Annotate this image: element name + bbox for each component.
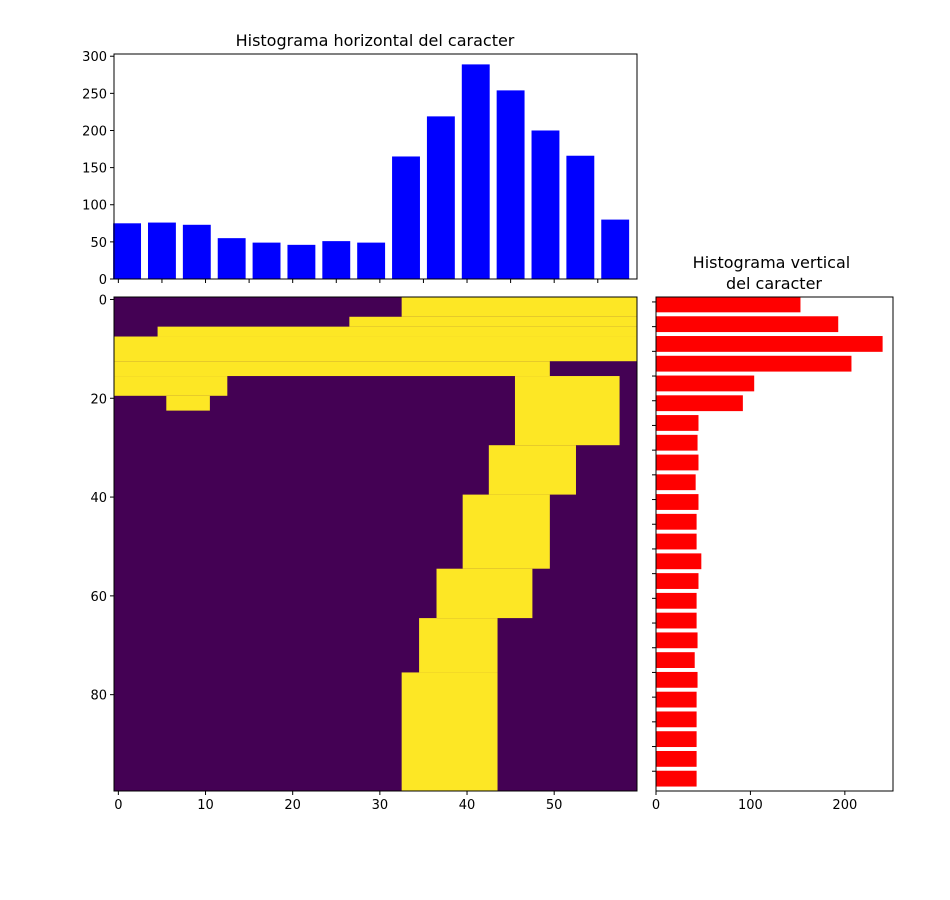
vertical-histogram-bar xyxy=(656,395,743,412)
horizontal-histogram-bar xyxy=(287,244,316,279)
vertical-histogram-frame xyxy=(655,296,894,792)
vertical-histogram-bar xyxy=(656,573,699,589)
character-stroke xyxy=(349,316,637,327)
vertical-histogram-bar xyxy=(656,434,698,451)
y-tick-label: 0 xyxy=(99,293,107,308)
vertical-histogram-bar xyxy=(656,494,699,510)
horizontal-histogram-bar xyxy=(113,223,142,279)
vertical-histogram-bar xyxy=(656,454,699,471)
x-tick-label: 30 xyxy=(372,798,389,813)
character-stroke xyxy=(488,445,576,495)
y-tick-label: 20 xyxy=(90,392,107,407)
vertical-histogram-bar xyxy=(656,375,755,392)
vertical-histogram: Histograma vertical del caracter 0 100 200 xyxy=(652,253,894,813)
horizontal-histogram-bar xyxy=(217,238,246,279)
vertical-histogram-bar xyxy=(656,671,698,688)
vertical-histogram-bar xyxy=(656,533,697,550)
horizontal-histogram-bar xyxy=(461,64,490,279)
vertical-histogram-bar xyxy=(656,592,697,609)
horizontal-histogram-bar xyxy=(426,116,455,279)
horizontal-histogram-frame xyxy=(113,53,638,280)
x-tick-label: 40 xyxy=(459,798,476,813)
vertical-histogram-bar xyxy=(656,513,697,530)
horizontal-histogram-bar xyxy=(322,241,351,279)
y-tick-label: 150 xyxy=(82,162,107,177)
y-tick-label: 300 xyxy=(82,50,107,65)
vertical-histogram-bar xyxy=(656,612,697,629)
vertical-histogram-bar xyxy=(656,296,801,313)
y-tick-label: 60 xyxy=(90,590,107,605)
horizontal-histogram-title: Histograma horizontal del caracter xyxy=(236,31,515,50)
horizontal-histogram-bar xyxy=(182,224,211,279)
vertical-histogram-bar xyxy=(656,415,699,431)
character-stroke xyxy=(166,395,210,411)
x-tick-label: 100 xyxy=(738,798,763,813)
x-tick-label: 10 xyxy=(197,798,214,813)
y-tick-label: 40 xyxy=(90,491,107,506)
y-tick-label: 0 xyxy=(99,273,107,288)
character-stroke xyxy=(114,361,550,377)
vertical-histogram-bar xyxy=(656,731,697,748)
x-tick-label: 20 xyxy=(284,798,301,813)
vertical-histogram-title: Histograma vertical del caracter xyxy=(693,253,856,293)
character-stroke xyxy=(436,568,533,619)
vertical-histogram-bar xyxy=(656,750,697,767)
character-stroke xyxy=(114,376,228,396)
x-tick-label: 200 xyxy=(832,798,857,813)
y-tick-label: 100 xyxy=(82,199,107,214)
character-stroke xyxy=(514,376,620,446)
image-frame xyxy=(113,296,638,792)
horizontal-histogram-bar xyxy=(601,219,630,279)
character-stroke xyxy=(462,494,550,569)
horizontal-histogram-bar xyxy=(252,242,281,279)
horizontal-histogram-bar xyxy=(147,222,176,279)
vertical-histogram-bar xyxy=(656,553,702,570)
character-stroke xyxy=(419,618,498,673)
character-stroke xyxy=(114,336,637,362)
vertical-histogram-bar xyxy=(656,316,839,333)
y-tick-label: 250 xyxy=(82,87,107,102)
horizontal-histogram-bar xyxy=(531,130,560,279)
vertical-histogram-bar xyxy=(656,691,697,708)
vertical-histogram-bar xyxy=(656,355,852,372)
character-stroke xyxy=(157,326,638,337)
character-image: 0 10 20 30 40 50 0 20 40 60 80 xyxy=(90,293,638,813)
character-stroke xyxy=(401,672,498,791)
x-tick-label: 0 xyxy=(652,798,660,813)
y-tick-label: 200 xyxy=(82,124,107,139)
horizontal-histogram-bar xyxy=(357,242,386,279)
character-stroke xyxy=(401,297,637,317)
vertical-histogram-bar xyxy=(656,770,697,787)
y-tick-label: 80 xyxy=(90,689,107,704)
x-tick-label: 0 xyxy=(114,798,122,813)
horizontal-histogram-bar xyxy=(566,155,595,279)
vertical-histogram-bar xyxy=(656,632,698,649)
y-tick-label: 50 xyxy=(90,236,107,251)
vertical-histogram-bar xyxy=(656,336,883,352)
vertical-histogram-bar xyxy=(656,474,696,491)
vertical-histogram-bar xyxy=(656,652,695,668)
horizontal-histogram-bar xyxy=(496,90,525,279)
horizontal-histogram: Histograma horizontal del caracter 0 50 10… xyxy=(82,31,638,288)
vertical-histogram-bar xyxy=(656,711,697,728)
x-tick-label: 50 xyxy=(546,798,563,813)
horizontal-histogram-bar xyxy=(392,156,420,279)
